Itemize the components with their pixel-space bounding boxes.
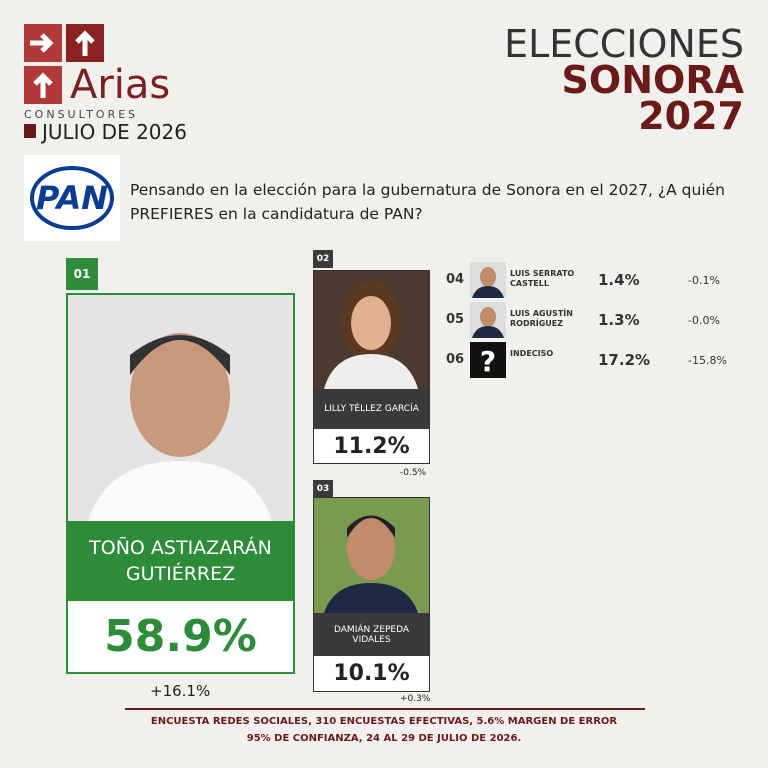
party-name: PAN — [35, 179, 109, 217]
rank: 02 — [313, 250, 333, 268]
rank: 03 — [313, 480, 333, 497]
brand: Arias — [70, 62, 171, 108]
percent: 58.9% — [104, 611, 257, 662]
percent: 10.1% — [333, 661, 410, 686]
name: LILLY TÉLLEZ GARCÍA — [314, 389, 429, 429]
name: LUIS AGUSTÍN RODRÍGUEZ — [510, 309, 573, 328]
question: Pensando en la elección para la gubernat… — [130, 181, 725, 223]
change: -0.5% — [400, 468, 427, 478]
logo-icon — [24, 24, 104, 104]
percent: 1.3% — [598, 311, 640, 329]
photo — [314, 271, 429, 389]
title-line2: SONORA — [561, 58, 744, 102]
change: +16.1% — [150, 682, 211, 700]
rank: 06 — [446, 352, 465, 367]
percent: 1.4% — [598, 271, 640, 289]
name: LUIS SERRATO CASTELL — [510, 269, 575, 288]
photo — [314, 498, 429, 613]
silhouette — [324, 515, 418, 613]
brand-sub: CONSULTORES — [24, 108, 139, 121]
name: TOÑO ASTIAZARÁN GUTIÉRREZ — [68, 521, 293, 601]
footer-line2: 95% DE CONFIANZA, 24 AL 29 DE JULIO DE 2… — [246, 733, 522, 744]
card: DAMIÁN ZEPEDA VIDALES 10.1% — [313, 497, 430, 692]
footer-rule — [125, 708, 645, 710]
name: DAMIÁN ZEPEDA VIDALES — [314, 613, 429, 656]
change: +0.3% — [400, 694, 431, 704]
photo — [68, 295, 293, 521]
card: LILLY TÉLLEZ GARCÍA 11.2% — [313, 270, 430, 464]
date: JULIO DE 2026 — [42, 120, 187, 144]
title-line1: ELECCIONES — [504, 22, 744, 66]
svg-text:?: ? — [480, 345, 496, 378]
percent: 17.2% — [598, 351, 651, 369]
card: TOÑO ASTIAZARÁN GUTIÉRREZ 58.9% — [66, 293, 295, 674]
photo — [470, 262, 506, 298]
silhouette — [88, 333, 272, 521]
percent: 11.2% — [333, 433, 410, 459]
party-ring — [30, 166, 114, 230]
silhouette — [472, 307, 504, 338]
change: -0.0% — [688, 314, 720, 327]
title-line3: 2027 — [638, 94, 744, 138]
photo: ? — [470, 342, 506, 378]
silhouette — [472, 267, 504, 298]
silhouette — [324, 281, 418, 389]
name: INDECISO — [510, 349, 554, 358]
date-square — [24, 124, 36, 138]
rank: 04 — [446, 272, 465, 287]
change: -0.1% — [688, 274, 720, 287]
unknown-icon: ? — [480, 345, 496, 378]
change: -15.8% — [688, 354, 727, 367]
party-logo: PAN — [24, 155, 120, 241]
photo — [470, 302, 506, 338]
rank: 05 — [446, 312, 465, 327]
footer-line1: ENCUESTA REDES SOCIALES, 310 ENCUESTAS E… — [150, 716, 618, 727]
rank: 01 — [66, 258, 98, 290]
